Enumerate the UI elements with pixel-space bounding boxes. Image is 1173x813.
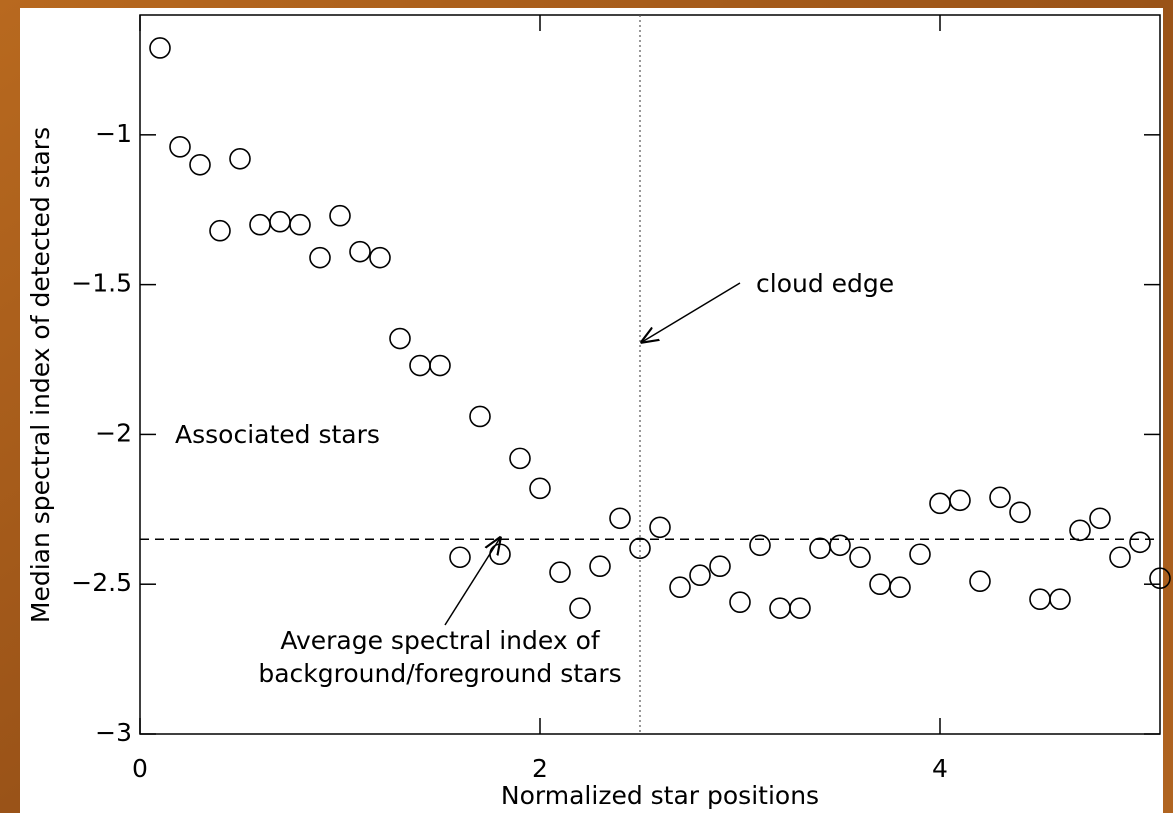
x-tick-label: 0 [132,754,148,783]
y-tick-label: −1 [95,119,132,148]
x-tick-label: 2 [532,754,548,783]
y-tick-label: −2.5 [71,568,132,597]
chart: Normalized star positions Median spectra… [0,0,1173,813]
annotation: background/foreground stars [258,659,621,688]
y-tick-label: −2 [95,418,132,447]
page: Normalized star positions Median spectra… [0,0,1173,813]
plot-panel [20,8,1163,813]
annotation: cloud edge [756,269,894,298]
y-axis-label: Median spectral index of detected stars [26,127,55,623]
annotation: Associated stars [175,420,380,449]
x-axis-label: Normalized star positions [501,781,819,810]
y-tick-label: −1.5 [71,269,132,298]
x-tick-label: 4 [932,754,948,783]
y-tick-label: −3 [95,718,132,747]
annotation: Average spectral index of [280,626,601,655]
